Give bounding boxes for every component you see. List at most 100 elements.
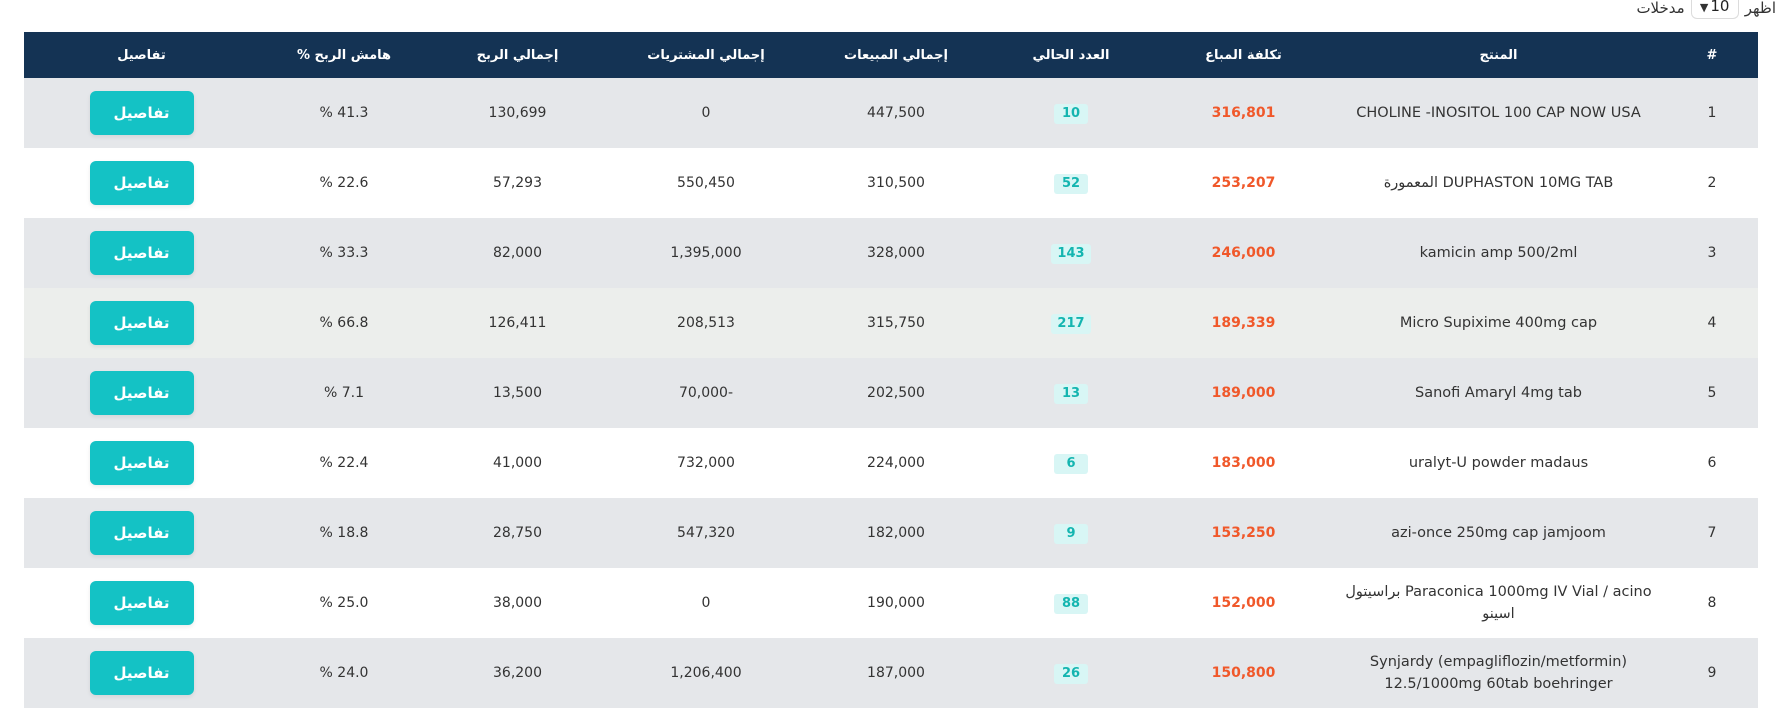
- details-button[interactable]: تفاصيل: [89, 231, 194, 275]
- margin-value: 33.3 %: [259, 218, 429, 288]
- profit-value: 13,500: [429, 358, 606, 428]
- table-row: 4 Micro Supixime 400mg cap 189,339 217 3…: [24, 288, 1758, 358]
- col-header-product[interactable]: المنتج: [1331, 32, 1666, 78]
- row-number: 9: [1666, 638, 1758, 708]
- margin-value: 18.8 %: [259, 498, 429, 568]
- table-row: 7 azi-once 250mg cap jamjoom 153,250 9 1…: [24, 498, 1758, 568]
- profit-value: 57,293: [429, 148, 606, 218]
- product-name: DUPHASTON 10MG TAB المعمورة: [1331, 148, 1666, 218]
- details-cell: تفاصيل: [24, 428, 259, 498]
- purchases-value: -70,000: [606, 358, 806, 428]
- qty-badge: 9: [1054, 524, 1088, 544]
- sales-value: 328,000: [806, 218, 986, 288]
- details-button[interactable]: تفاصيل: [89, 371, 194, 415]
- details-button[interactable]: تفاصيل: [89, 301, 194, 345]
- entries-select[interactable]: 10 ▼: [1690, 0, 1739, 19]
- details-cell: تفاصيل: [24, 638, 259, 708]
- qty-cell: 6: [986, 428, 1156, 498]
- entries-show-label: اظهر: [1744, 0, 1776, 17]
- details-button[interactable]: تفاصيل: [89, 91, 194, 135]
- cost-value: 152,000: [1156, 568, 1331, 638]
- sales-value: 182,000: [806, 498, 986, 568]
- qty-cell: 217: [986, 288, 1156, 358]
- sales-value: 187,000: [806, 638, 986, 708]
- col-header-sales[interactable]: إجمالي المبيعات: [806, 32, 986, 78]
- col-header-details: تفاصيل: [24, 32, 259, 78]
- table-row: 1 CHOLINE -INOSITOL 100 CAP NOW USA 316,…: [24, 78, 1758, 148]
- qty-badge: 6: [1054, 454, 1088, 474]
- product-name: Paraconica 1000mg IV Vial / acino براسيت…: [1331, 568, 1666, 638]
- product-name: uralyt-U powder madaus: [1331, 428, 1666, 498]
- sales-value: 190,000: [806, 568, 986, 638]
- details-button[interactable]: تفاصيل: [89, 161, 194, 205]
- cost-value: 183,000: [1156, 428, 1331, 498]
- details-cell: تفاصيل: [24, 148, 259, 218]
- col-header-profit[interactable]: إجمالي الربح: [429, 32, 606, 78]
- product-name: Micro Supixime 400mg cap: [1331, 288, 1666, 358]
- qty-cell: 13: [986, 358, 1156, 428]
- qty-badge: 143: [1051, 244, 1091, 264]
- purchases-value: 732,000: [606, 428, 806, 498]
- table-row: 8 Paraconica 1000mg IV Vial / acino براس…: [24, 568, 1758, 638]
- qty-cell: 143: [986, 218, 1156, 288]
- table-row: 2 DUPHASTON 10MG TAB المعمورة 253,207 52…: [24, 148, 1758, 218]
- row-number: 8: [1666, 568, 1758, 638]
- table-row: 6 uralyt-U powder madaus 183,000 6 224,0…: [24, 428, 1758, 498]
- qty-cell: 10: [986, 78, 1156, 148]
- sales-value: 447,500: [806, 78, 986, 148]
- profit-value: 130,699: [429, 78, 606, 148]
- table-row: 3 kamicin amp 500/2ml 246,000 143 328,00…: [24, 218, 1758, 288]
- qty-badge: 52: [1054, 174, 1088, 194]
- cost-value: 150,800: [1156, 638, 1331, 708]
- purchases-value: 547,320: [606, 498, 806, 568]
- table-header: # المنتج تكلفة المباع العدد الحالي إجمال…: [24, 32, 1758, 78]
- row-number: 3: [1666, 218, 1758, 288]
- margin-value: 22.6 %: [259, 148, 429, 218]
- row-number: 4: [1666, 288, 1758, 358]
- details-button[interactable]: تفاصيل: [89, 581, 194, 625]
- table-body: 1 CHOLINE -INOSITOL 100 CAP NOW USA 316,…: [24, 78, 1758, 708]
- sales-value: 202,500: [806, 358, 986, 428]
- details-button[interactable]: تفاصيل: [89, 441, 194, 485]
- col-header-number[interactable]: #: [1666, 32, 1758, 78]
- cost-value: 316,801: [1156, 78, 1331, 148]
- qty-badge: 88: [1054, 594, 1088, 614]
- row-number: 7: [1666, 498, 1758, 568]
- cost-value: 153,250: [1156, 498, 1331, 568]
- profit-value: 82,000: [429, 218, 606, 288]
- cost-value: 189,000: [1156, 358, 1331, 428]
- profit-value: 126,411: [429, 288, 606, 358]
- product-name: Sanofi Amaryl 4mg tab: [1331, 358, 1666, 428]
- details-cell: تفاصيل: [24, 498, 259, 568]
- row-number: 1: [1666, 78, 1758, 148]
- details-cell: تفاصيل: [24, 78, 259, 148]
- margin-value: 7.1 %: [259, 358, 429, 428]
- col-header-cost[interactable]: تكلفة المباع: [1156, 32, 1331, 78]
- product-name: kamicin amp 500/2ml: [1331, 218, 1666, 288]
- col-header-purchases[interactable]: إجمالي المشتريات: [606, 32, 806, 78]
- profit-value: 38,000: [429, 568, 606, 638]
- entries-select-value: 10: [1710, 0, 1730, 15]
- margin-value: 24.0 %: [259, 638, 429, 708]
- details-cell: تفاصيل: [24, 358, 259, 428]
- purchases-value: 208,513: [606, 288, 806, 358]
- qty-cell: 9: [986, 498, 1156, 568]
- profit-value: 28,750: [429, 498, 606, 568]
- details-button[interactable]: تفاصيل: [89, 651, 194, 695]
- qty-cell: 52: [986, 148, 1156, 218]
- entries-suffix-label: مدخلات: [1636, 0, 1685, 17]
- cost-value: 189,339: [1156, 288, 1331, 358]
- purchases-value: 0: [606, 568, 806, 638]
- sales-value: 310,500: [806, 148, 986, 218]
- margin-value: 22.4 %: [259, 428, 429, 498]
- col-header-qty[interactable]: العدد الحالي: [986, 32, 1156, 78]
- qty-badge: 26: [1054, 664, 1088, 684]
- details-cell: تفاصيل: [24, 568, 259, 638]
- details-cell: تفاصيل: [24, 288, 259, 358]
- purchases-value: 1,206,400: [606, 638, 806, 708]
- col-header-margin[interactable]: هامش الربح %: [259, 32, 429, 78]
- product-name: CHOLINE -INOSITOL 100 CAP NOW USA: [1331, 78, 1666, 148]
- product-name: Synjardy (empagliflozin/metformin) 12.5/…: [1331, 638, 1666, 708]
- entries-length-control: اظهر 10 ▼ مدخلات: [1636, 0, 1776, 22]
- details-button[interactable]: تفاصيل: [89, 511, 194, 555]
